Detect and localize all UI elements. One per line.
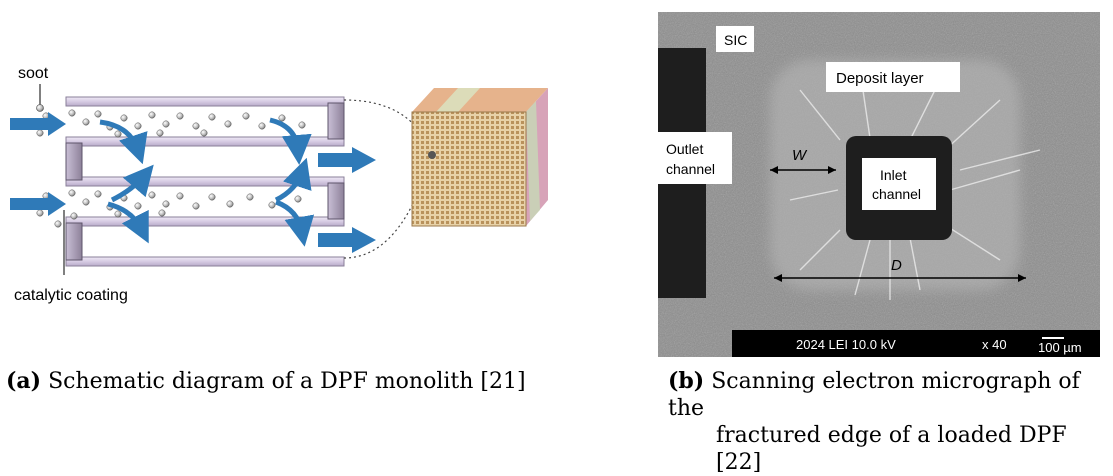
- inlet-label-line1: Inlet: [880, 167, 907, 183]
- coating-label: catalytic coating: [14, 287, 128, 304]
- flow-arrows: [10, 112, 376, 253]
- channel-walls: [65, 96, 345, 267]
- inlet-label-box: [862, 158, 936, 210]
- w-dimension: [770, 166, 836, 174]
- magnification-text: x 40: [982, 337, 1007, 352]
- wall-flow-curves: [99, 117, 315, 247]
- outlet-arrow-2: [318, 227, 376, 253]
- caption-a-letter: (a): [6, 368, 42, 394]
- d-label: D: [891, 257, 902, 274]
- channel-plugs: [65, 102, 345, 261]
- deposit-label: Deposit layer: [836, 70, 924, 87]
- highlighted-cell: [428, 151, 436, 159]
- inlet-arrow-top: [10, 112, 66, 136]
- sic-label: SIC: [724, 32, 747, 48]
- sem-info-text: 2024 LEI 10.0 kV: [796, 337, 896, 352]
- soot-pointer-particle: [36, 104, 44, 112]
- caption-b: (b) Scanning electron micrograph of the …: [668, 368, 1113, 476]
- dpf-schematic-diagram: soot catalytic coating: [10, 65, 548, 304]
- w-label: W: [792, 147, 808, 164]
- inlet-label-line2: channel: [872, 186, 921, 202]
- caption-b-text-1: Scanning electron micrograph of the: [668, 369, 1080, 421]
- sem-info-bar: [732, 330, 1100, 357]
- caption-b-text-2: fractured edge of a loaded DPF [22]: [716, 423, 1067, 475]
- scale-bar-text: 100 µm: [1038, 340, 1082, 355]
- monolith-block: [411, 88, 548, 227]
- caption-a: (a) Schematic diagram of a DPF monolith …: [6, 368, 606, 395]
- outlet-label-box: [658, 132, 732, 184]
- d-dimension: [774, 274, 1026, 282]
- panel-a-schematic: soot catalytic coating (a) Schematic dia…: [6, 65, 606, 395]
- panel-b-micrograph: SIC Deposit layer Outlet channel Inlet c…: [640, 0, 1113, 475]
- outlet-label-line1: Outlet: [666, 141, 703, 157]
- inlet-arrow-bottom: [10, 192, 66, 216]
- caption-a-text: Schematic diagram of a DPF monolith [21]: [48, 369, 526, 394]
- outlet-label-line2: channel: [666, 161, 715, 177]
- outlet-arrow-1: [318, 147, 376, 173]
- soot-label: soot: [18, 65, 49, 82]
- deposit-label-box: [826, 62, 960, 92]
- sic-label-box: [716, 26, 754, 52]
- sem-micrograph: SIC Deposit layer Outlet channel Inlet c…: [658, 12, 1100, 357]
- caption-b-letter: (b): [668, 368, 705, 394]
